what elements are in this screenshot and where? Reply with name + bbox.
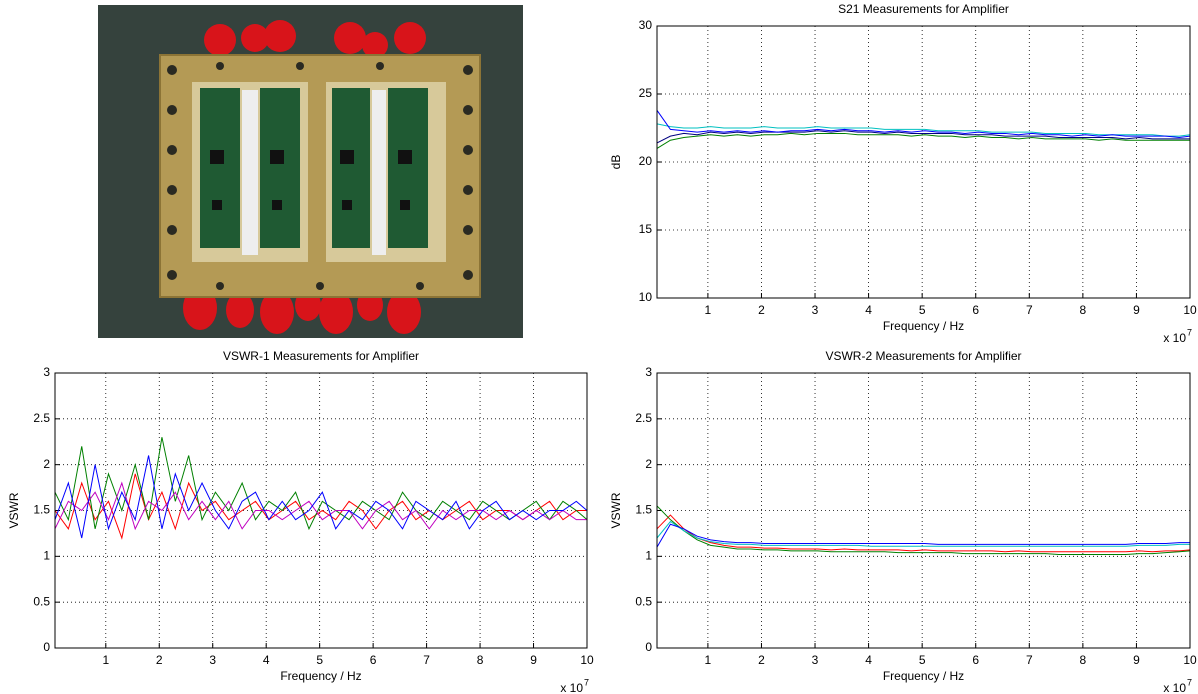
y-tick-label: 0.5 [33, 594, 50, 608]
chart-title: VSWR-1 Measurements for Amplifier [223, 349, 419, 363]
x-tick-label: 2 [156, 653, 163, 667]
series-line [54, 481, 587, 531]
y-tick-label: 0 [645, 640, 652, 654]
x-exponent-base: x 10 [1163, 331, 1186, 345]
series-line [656, 130, 1190, 144]
x-tick-label: 6 [370, 653, 377, 667]
x-tick-label: 6 [972, 653, 979, 667]
plot-area [657, 373, 1190, 648]
y-tick-label: 15 [639, 222, 653, 236]
x-tick-label: 9 [1133, 303, 1140, 317]
x-exponent: 7 [1187, 677, 1192, 687]
y-axis-label: VSWR [7, 492, 21, 528]
y-tick-label: 3 [645, 365, 652, 379]
x-tick-label: 10 [580, 653, 594, 667]
x-tick-label: 5 [316, 653, 323, 667]
x-axis-label: Frequency / Hz [280, 669, 361, 683]
x-tick-label: 8 [1080, 653, 1087, 667]
x-tick-label: 4 [263, 653, 270, 667]
y-axis-label: VSWR [609, 492, 623, 528]
x-tick-label: 7 [1026, 653, 1033, 667]
y-tick-label: 1 [43, 549, 50, 563]
series-line [656, 110, 1191, 139]
x-tick-label: 5 [919, 303, 926, 317]
amplifier-photo [98, 5, 523, 338]
y-tick-label: 1.5 [33, 503, 50, 517]
y-tick-label: 2 [645, 457, 652, 471]
x-tick-label: 2 [758, 653, 765, 667]
x-tick-label: 8 [1080, 303, 1087, 317]
y-tick-label: 25 [639, 86, 653, 100]
series-line [656, 505, 1191, 555]
x-axis-label: Frequency / Hz [883, 669, 964, 683]
y-tick-label: 2 [43, 457, 50, 471]
y-tick-label: 2.5 [635, 411, 652, 425]
series-line [656, 523, 1190, 548]
x-tick-label: 6 [972, 303, 979, 317]
x-tick-label: 1 [705, 653, 712, 667]
x-tick-label: 3 [812, 303, 819, 317]
y-tick-label: 3 [43, 365, 50, 379]
chart-title: VSWR-2 Measurements for Amplifier [825, 349, 1021, 363]
plot-frame [656, 372, 1191, 649]
series-line [54, 473, 587, 540]
plot-frame [54, 372, 588, 649]
y-tick-label: 30 [639, 18, 653, 32]
x-tick-label: 3 [209, 653, 216, 667]
y-tick-label: 1.5 [635, 503, 652, 517]
x-tick-label: 7 [1026, 303, 1033, 317]
series-line [656, 514, 1191, 553]
x-exponent-base: x 10 [560, 681, 583, 694]
chart-title: S21 Measurements for Amplifier [838, 2, 1009, 16]
x-exponent-base: x 10 [1163, 681, 1186, 694]
series-line [54, 437, 588, 531]
series-line [54, 455, 588, 539]
y-tick-label: 0 [43, 640, 50, 654]
x-tick-label: 9 [530, 653, 537, 667]
x-tick-label: 10 [1183, 653, 1197, 667]
chart: 10 15 20 25 30 1 2 3 4 5 6 7 8 9 10 S21 Measurements fo… [609, 2, 1197, 345]
series-line [656, 520, 1190, 547]
x-tick-label: 4 [865, 303, 872, 317]
series-line [656, 132, 1190, 149]
x-tick-label: 3 [812, 653, 819, 667]
x-tick-label: 9 [1133, 653, 1140, 667]
chart: 0 0.5 1 1.5 2 2.5 3 1 2 3 4 5 6 7 8 9 10 VSWR-1 Measureme… [7, 349, 594, 694]
y-tick-label: 10 [639, 290, 653, 304]
x-tick-label: 8 [477, 653, 484, 667]
y-axis-label: dB [609, 155, 623, 170]
y-tick-label: 0.5 [635, 594, 652, 608]
y-tick-label: 1 [645, 549, 652, 563]
x-tick-label: 4 [865, 653, 872, 667]
x-axis-label: Frequency / Hz [883, 319, 964, 333]
x-tick-label: 2 [758, 303, 765, 317]
x-exponent: 7 [584, 677, 589, 687]
chart: 0 0.5 1 1.5 2 2.5 3 1 2 3 4 5 6 7 8 9 10 VSWR-2 Measureme… [609, 349, 1197, 694]
y-tick-label: 20 [639, 154, 653, 168]
x-exponent: 7 [1187, 327, 1192, 337]
x-tick-label: 1 [102, 653, 109, 667]
x-tick-label: 10 [1183, 303, 1197, 317]
plot-frame [656, 25, 1191, 299]
series-line [656, 123, 1191, 137]
y-tick-label: 2.5 [33, 411, 50, 425]
x-tick-label: 1 [705, 303, 712, 317]
x-tick-label: 7 [423, 653, 430, 667]
plot-area [657, 26, 1190, 298]
x-tick-label: 5 [919, 653, 926, 667]
